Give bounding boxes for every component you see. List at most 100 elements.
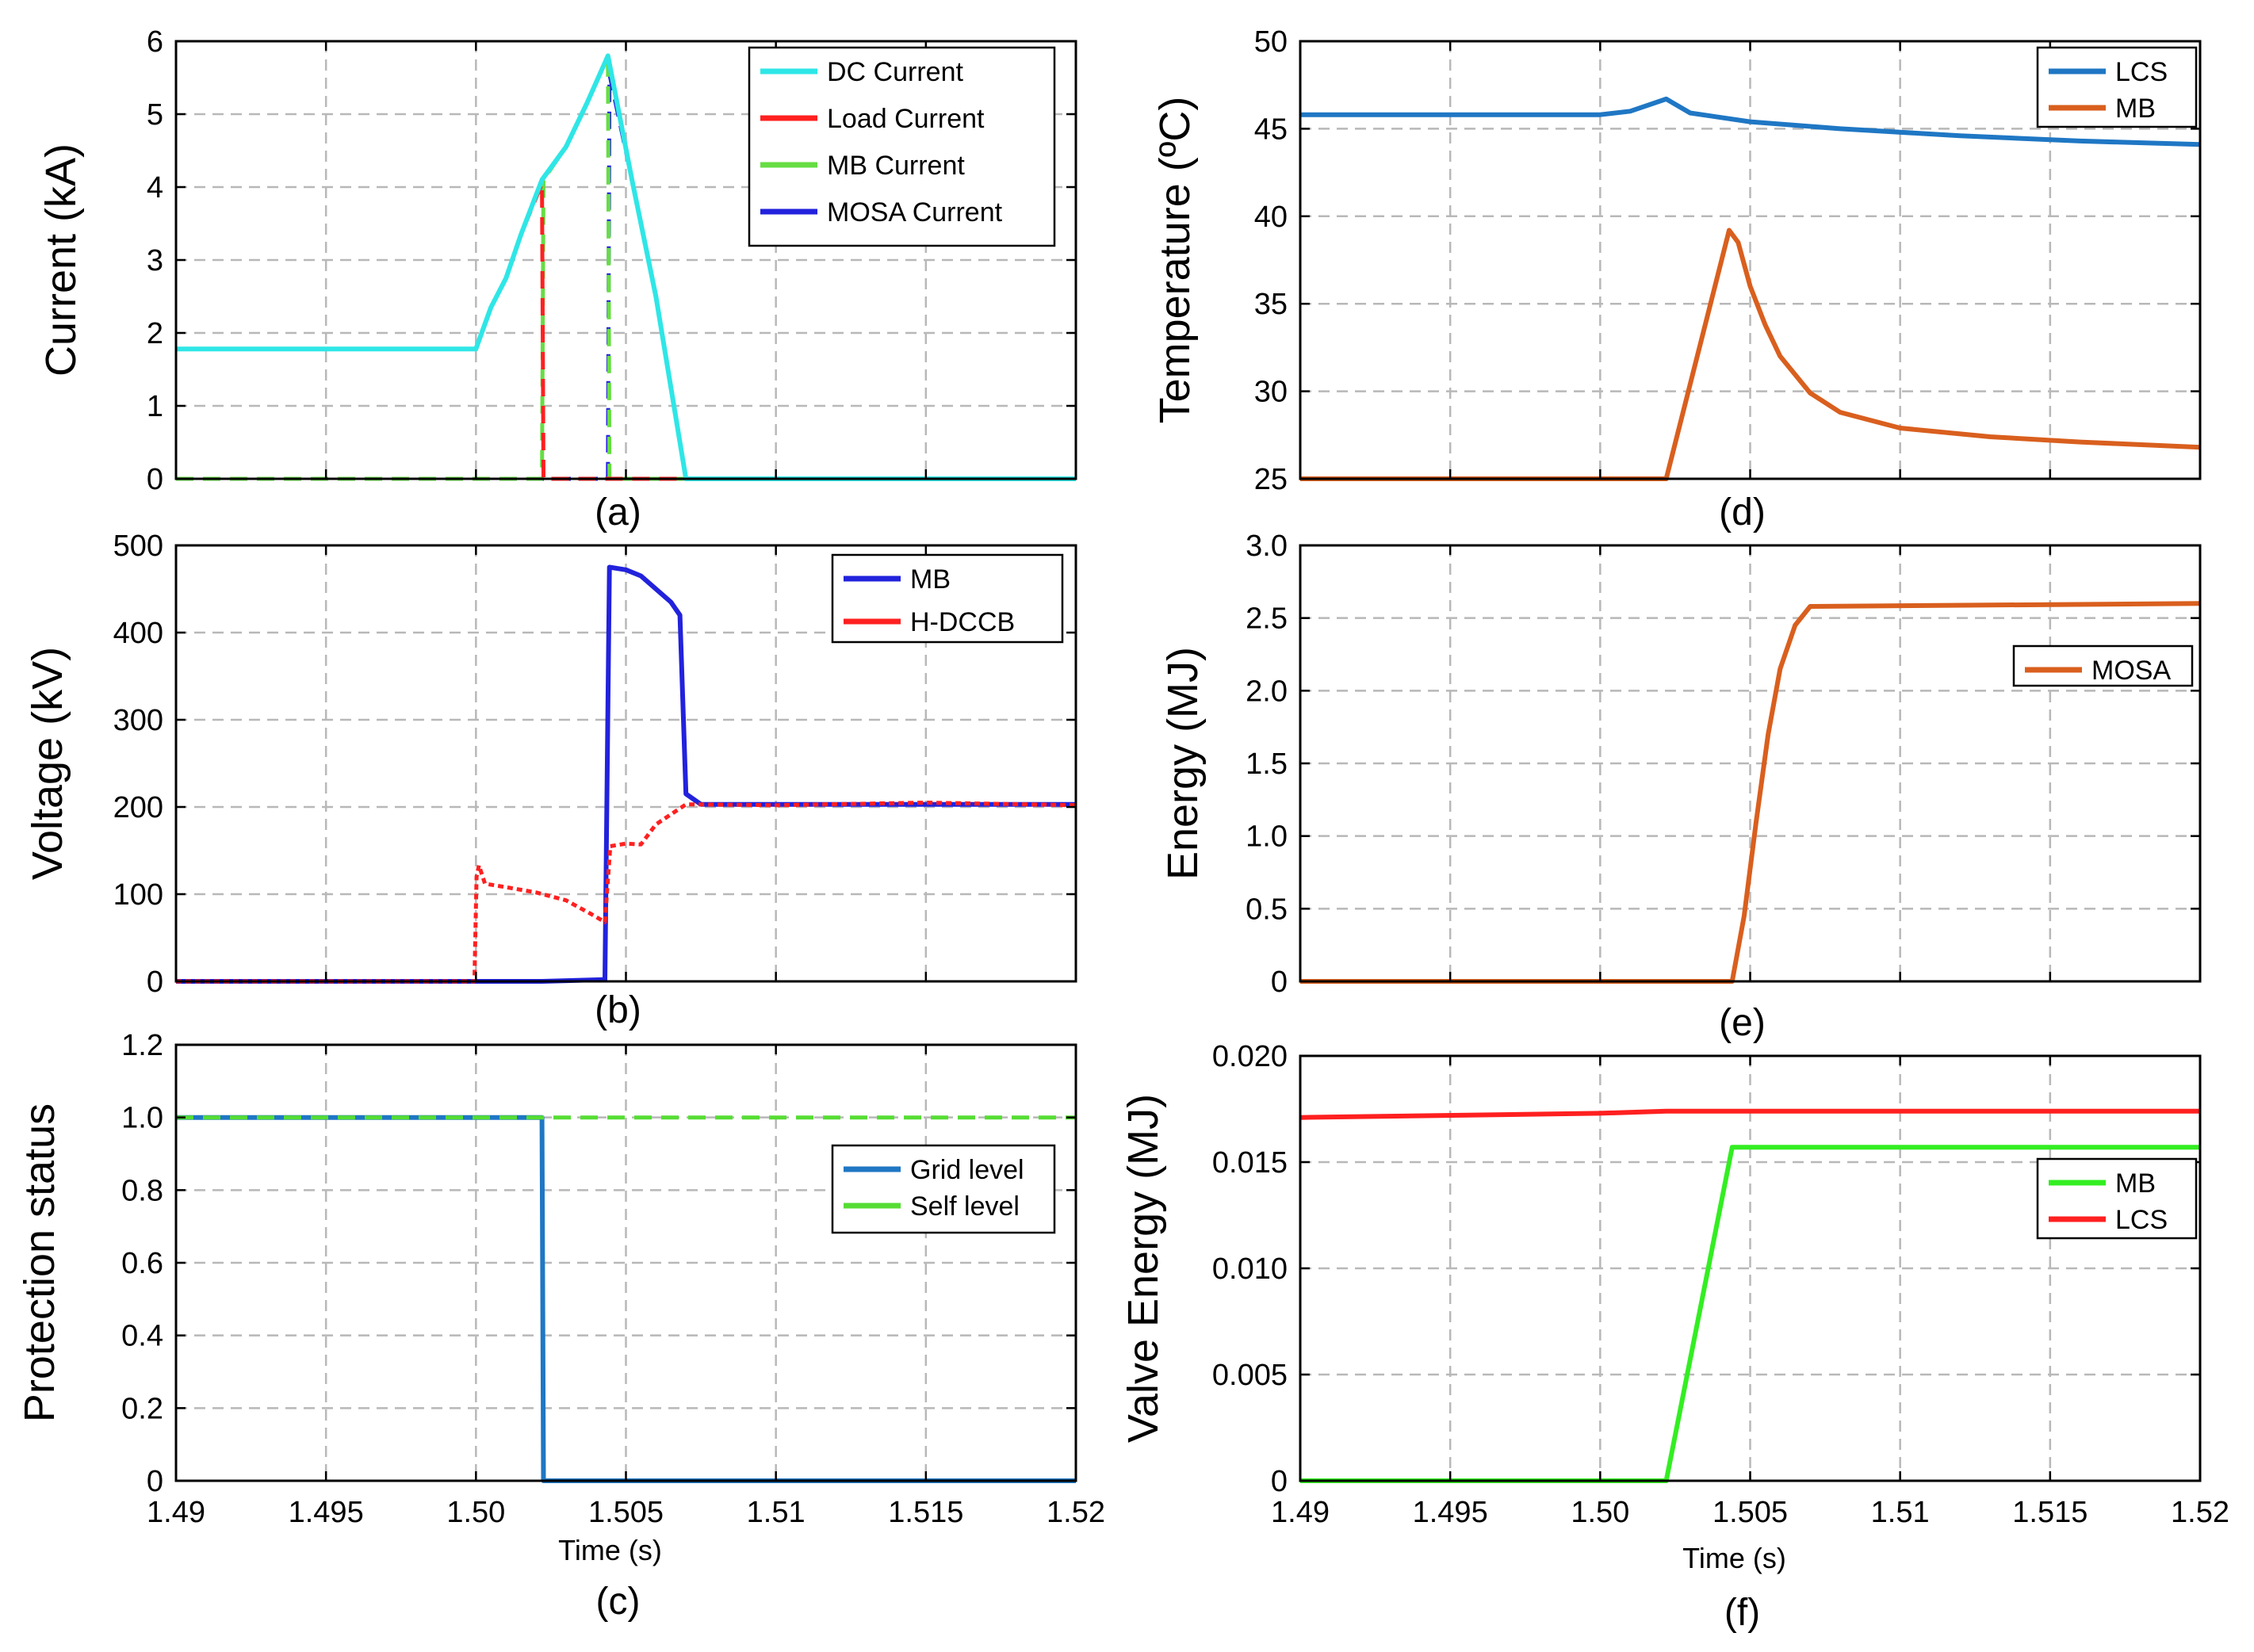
x-tick-label: 1.52	[1047, 1496, 1105, 1529]
y-tick-label: 1.0	[121, 1102, 163, 1135]
y-tick-label: 0.5	[1246, 893, 1288, 926]
y-tick-label: 0.6	[121, 1247, 163, 1280]
panel-caption: (b)	[595, 989, 641, 1031]
legend-label: MB Current	[827, 151, 965, 181]
series-line-h-dccb	[176, 801, 1077, 984]
y-axis-label: Voltage (kV)	[24, 647, 71, 880]
series-line-dc-current	[176, 53, 1076, 481]
series-line-lcs	[1299, 1108, 2200, 1120]
x-tick-label: 1.495	[1413, 1496, 1488, 1529]
y-tick-label: 0.4	[121, 1320, 163, 1353]
y-tick-label: 40	[1254, 201, 1288, 234]
legend-label: DC Current	[827, 57, 963, 87]
y-tick-label: 35	[1254, 288, 1288, 321]
legend-box	[831, 1144, 1056, 1234]
legend-label: MB	[2115, 94, 2156, 124]
legend-label: LCS	[2115, 57, 2168, 87]
panel-caption: (c)	[596, 1581, 641, 1623]
y-tick-label: 0	[1271, 1465, 1288, 1498]
y-tick-label: 0.015	[1212, 1146, 1288, 1180]
legend-label: MB	[910, 564, 951, 595]
x-tick-label: 1.50	[1571, 1496, 1629, 1529]
y-tick-label: 400	[113, 617, 163, 650]
y-axis-label: Protection status	[16, 1103, 63, 1422]
legend-label: Grid level	[910, 1155, 1024, 1185]
x-axis-label: Time (s)	[1682, 1542, 1786, 1574]
series-line-lcs	[1300, 96, 2201, 147]
y-axis-label: Current (kA)	[37, 143, 85, 377]
legend: MB H-DCCB	[831, 553, 1064, 644]
y-tick-label: 1.0	[1246, 820, 1288, 854]
x-tick-label: 1.51	[747, 1496, 806, 1529]
x-axis-label: Time (s)	[558, 1534, 662, 1566]
x-tick-label: 1.505	[588, 1496, 664, 1529]
panel-e: 0 0.5 1.0 1.5 2.0 2.5 3.0 Energy (MJ) (e) MOSA	[1159, 530, 2202, 1044]
panel-f: 1.49 1.495 1.50 1.505 1.51 1.515 1.52 0 0.005 0.0…	[1119, 1040, 2229, 1634]
panel-caption: (a)	[595, 491, 641, 533]
y-tick-label: 30	[1254, 376, 1288, 409]
y-axis-label: Valve Energy (MJ)	[1119, 1094, 1167, 1443]
panel-a: 0 1 2 3 4 5 6 Current (kA) (a) DC Current Load Cur…	[37, 25, 1077, 533]
y-tick-label: 0	[147, 1465, 163, 1498]
y-tick-label: 1	[147, 390, 163, 423]
y-tick-label: 200	[113, 791, 163, 824]
y-tick-label: 2.0	[1246, 675, 1288, 708]
x-tick-label: 1.505	[1713, 1496, 1788, 1529]
y-tick-label: 2	[147, 317, 163, 350]
y-tick-label: 0	[1271, 966, 1288, 999]
y-tick-label: 4	[147, 171, 163, 205]
y-tick-label: 3	[147, 244, 163, 277]
y-tick-label: 300	[113, 704, 163, 737]
y-tick-label: 6	[147, 25, 163, 59]
legend-label: H-DCCB	[910, 607, 1015, 637]
panel-caption: (d)	[1719, 491, 1766, 533]
y-tick-label: 0.2	[121, 1392, 163, 1425]
y-tick-label: 0.020	[1212, 1040, 1288, 1073]
y-tick-label: 0.005	[1212, 1359, 1288, 1392]
legend-box	[2012, 644, 2194, 687]
series-line-mb	[1300, 228, 2201, 481]
y-tick-label: 500	[113, 530, 163, 563]
legend-label: Load Current	[827, 104, 985, 134]
y-tick-label: 0	[147, 463, 163, 496]
y-tick-label: 2.5	[1246, 602, 1288, 636]
series-line-mb	[176, 564, 1076, 984]
x-tick-label: 1.50	[446, 1496, 505, 1529]
y-axis-label: Energy (MJ)	[1159, 647, 1207, 880]
legend: Grid level Self level	[831, 1144, 1056, 1234]
series-line-mosa	[1300, 601, 2201, 984]
legend: MB LCS	[2036, 1157, 2198, 1240]
y-tick-label: 1.2	[121, 1029, 163, 1062]
panel-caption: (e)	[1719, 1002, 1766, 1044]
panel-c: 1.49 1.495 1.50 1.505 1.51 1.515 1.52 0 0.2 0.4 0.…	[16, 1029, 1105, 1623]
x-tick-label: 1.49	[147, 1496, 205, 1529]
panel-d: 25 30 35 40 45 50 Temperature (ºC) (d) LCS MB	[1151, 25, 2202, 533]
legend-box	[831, 553, 1064, 644]
x-tick-label: 1.515	[888, 1496, 963, 1529]
legend-box	[2036, 46, 2198, 128]
y-tick-label: 5	[147, 98, 163, 132]
x-tick-label: 1.52	[2171, 1496, 2229, 1529]
x-tick-label: 1.515	[2012, 1496, 2088, 1529]
legend-label: MOSA Current	[827, 197, 1003, 228]
legend: LCS MB	[2036, 46, 2198, 128]
legend-box	[2036, 1157, 2198, 1240]
x-tick-label: 1.495	[289, 1496, 364, 1529]
legend-label: LCS	[2115, 1205, 2168, 1235]
y-tick-label: 0	[147, 966, 163, 999]
x-tick-label: 1.51	[1871, 1496, 1930, 1529]
y-tick-label: 100	[113, 878, 163, 912]
y-axis-label: Temperature (ºC)	[1151, 97, 1199, 424]
y-tick-label: 25	[1254, 463, 1288, 496]
legend: MOSA	[2012, 644, 2194, 687]
y-tick-label: 50	[1254, 25, 1288, 59]
x-tick-label: 1.49	[1271, 1496, 1330, 1529]
legend: DC Current Load Current MB Current MOSA Cur…	[748, 46, 1056, 247]
panel-b: 0 100 200 300 400 500 Voltage (kV) (b) MB H-DCCB	[24, 530, 1077, 1031]
y-tick-label: 1.5	[1246, 748, 1288, 781]
legend-label: MB	[2115, 1168, 2156, 1199]
legend-label: Self level	[910, 1191, 1020, 1222]
legend-label: MOSA	[2091, 656, 2171, 686]
panel-caption: (f)	[1724, 1592, 1760, 1634]
